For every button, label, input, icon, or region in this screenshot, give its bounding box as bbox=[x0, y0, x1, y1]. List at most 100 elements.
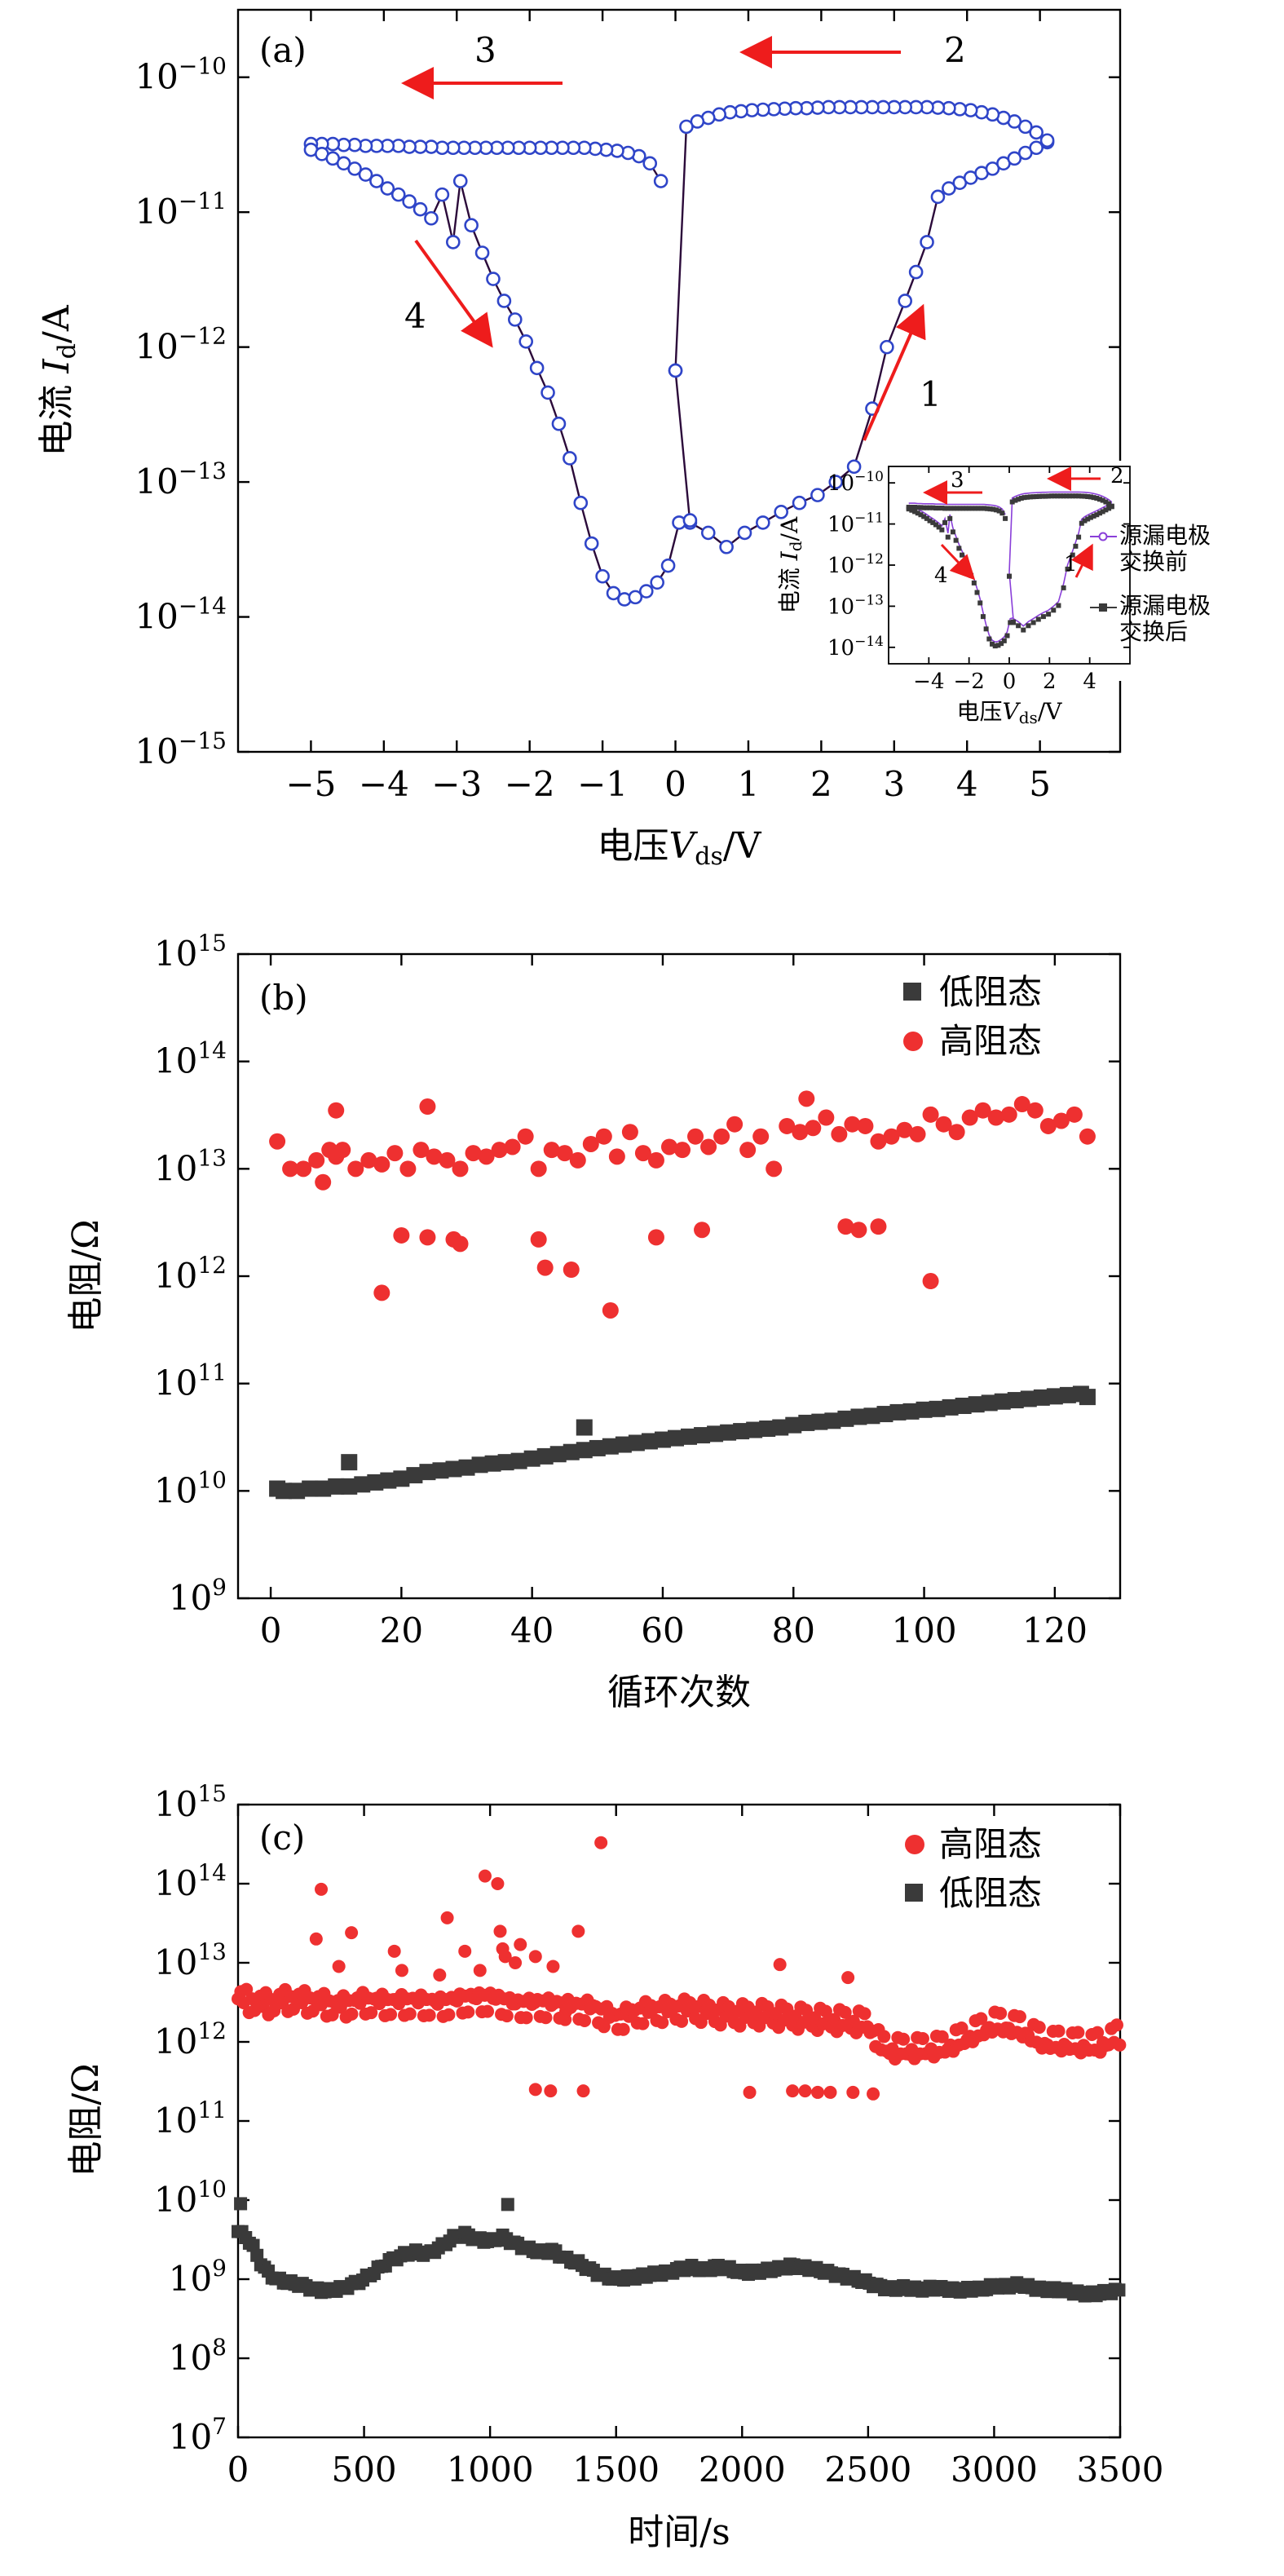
hrs-point bbox=[546, 1960, 560, 1973]
inset-point-after bbox=[982, 506, 987, 511]
y-tick-label: 1013 bbox=[154, 1938, 227, 1982]
inset-point-after bbox=[1055, 493, 1061, 499]
lrs-point bbox=[576, 1442, 593, 1459]
hrs-point bbox=[345, 1926, 359, 1940]
panel-a-y-axis-label-var: I bbox=[36, 358, 77, 374]
panel-b-y-axis-label: 电阻/Ω bbox=[65, 1219, 107, 1332]
y-tick-label-exponent: −13 bbox=[179, 457, 227, 484]
y-tick-label-base: 10 bbox=[135, 731, 178, 771]
y-tick-label: 1015 bbox=[154, 1780, 227, 1824]
hrs-point bbox=[539, 2011, 553, 2025]
lrs-point bbox=[1059, 1386, 1076, 1403]
panel-c-y-axis-label: 电阻/Ω bbox=[65, 2063, 107, 2176]
inset-line-before bbox=[1008, 491, 1113, 572]
hrs-point bbox=[1071, 2026, 1085, 2039]
hrs-point bbox=[655, 2016, 669, 2030]
inset-legend-swatch-after-marker bbox=[1099, 603, 1107, 612]
inset-point-after bbox=[915, 510, 920, 516]
hrs-point bbox=[935, 2030, 949, 2044]
y-tick-label-exponent: 8 bbox=[212, 2334, 227, 2361]
sweep-point-4 bbox=[380, 181, 395, 196]
inset-point-after bbox=[956, 546, 962, 551]
hrs-point bbox=[500, 2009, 514, 2023]
y-tick-label-base: 10 bbox=[827, 513, 854, 537]
y-tick-label-base: 10 bbox=[827, 636, 854, 661]
lrs-point bbox=[536, 1447, 554, 1465]
hrs-point bbox=[240, 1982, 254, 1996]
inset-arrow-4 bbox=[940, 543, 976, 581]
sweep-point-4 bbox=[638, 584, 654, 599]
inset-point-after bbox=[1082, 493, 1088, 499]
inset-point-after bbox=[966, 506, 972, 511]
x-tick-label: 40 bbox=[510, 1611, 554, 1650]
sweep-point-1 bbox=[930, 189, 946, 205]
hrs-point bbox=[974, 1102, 991, 1119]
y-tick-label: 1013 bbox=[154, 1144, 227, 1188]
panel-b-axis-ticks: 0 20 40 60 80 100 1201091010101110121013101410… bbox=[154, 930, 1120, 1650]
hrs-point bbox=[328, 1102, 345, 1119]
lrs-point bbox=[628, 1434, 645, 1451]
lrs-point bbox=[393, 1470, 410, 1487]
y-tick-label: 10−10 bbox=[827, 469, 884, 496]
hrs-point bbox=[636, 2017, 650, 2030]
inset-point-after bbox=[921, 505, 927, 510]
lrs-point bbox=[380, 1472, 397, 1489]
panel-a-label: (a) bbox=[259, 30, 307, 70]
y-tick-label: 1011 bbox=[154, 1359, 227, 1403]
inset-point-after bbox=[1057, 493, 1063, 499]
inset-point-after bbox=[1100, 497, 1105, 503]
inset-point-after bbox=[942, 506, 948, 511]
inset-point-after bbox=[933, 506, 938, 511]
hrs-point bbox=[846, 2085, 860, 2099]
hrs-point bbox=[473, 1964, 487, 1977]
inset-y-axis-label-prefix: 电流 bbox=[776, 560, 803, 613]
hrs-point bbox=[364, 2006, 378, 2020]
sweep-line-2 bbox=[674, 106, 1048, 371]
lrs-point bbox=[929, 1400, 946, 1417]
hrs-point bbox=[528, 2083, 542, 2097]
lrs-point bbox=[576, 1419, 593, 1436]
lrs-point bbox=[510, 1452, 527, 1469]
inset-point-after bbox=[1091, 495, 1096, 501]
hrs-point bbox=[334, 1142, 351, 1159]
lrs-point bbox=[497, 1454, 514, 1471]
inset-point-after bbox=[1082, 518, 1088, 524]
sweep-point-4 bbox=[529, 360, 545, 376]
y-tick-label-base: 10 bbox=[169, 2259, 212, 2299]
hrs-point bbox=[267, 2004, 281, 2017]
x-tick-label: −4 bbox=[913, 669, 944, 694]
hrs-point bbox=[514, 1938, 527, 1951]
y-tick-label-exponent: 10 bbox=[197, 1466, 227, 1493]
hrs-point bbox=[850, 1222, 867, 1239]
inset-point-after bbox=[1003, 515, 1008, 521]
inset-y-axis-label-unit: /A bbox=[776, 516, 803, 541]
hrs-point bbox=[384, 2008, 398, 2021]
lrs-point bbox=[246, 2238, 260, 2252]
hrs-point bbox=[713, 1128, 730, 1145]
lrs-point bbox=[850, 1408, 867, 1425]
hrs-point bbox=[373, 1284, 390, 1301]
inset-point-after bbox=[1076, 493, 1082, 499]
hrs-point bbox=[647, 1151, 664, 1169]
hrs-point bbox=[883, 1128, 900, 1145]
inset-point-after bbox=[1037, 493, 1042, 499]
hrs-point bbox=[419, 1098, 436, 1115]
lrs-point bbox=[432, 1462, 449, 1479]
panel-a-y-axis-label: 电流 Id/A bbox=[36, 304, 82, 456]
lrs-point bbox=[733, 1423, 750, 1440]
lrs-point bbox=[484, 1455, 501, 1472]
hrs-point bbox=[491, 1877, 505, 1890]
inset-point-after bbox=[950, 529, 955, 535]
inset-x-axis-label-var: V bbox=[1003, 698, 1021, 725]
inset-point-after bbox=[1061, 585, 1066, 590]
lrs-point bbox=[981, 1394, 998, 1412]
lrs-point bbox=[458, 1459, 475, 1476]
sweep-label-3: 3 bbox=[474, 30, 496, 70]
hrs-point bbox=[798, 1090, 815, 1107]
inset-point-after bbox=[930, 519, 936, 525]
hrs-point bbox=[844, 1116, 861, 1133]
y-tick-label-exponent: −11 bbox=[854, 510, 884, 527]
hrs-point bbox=[543, 1142, 560, 1159]
panel-b-legend-lrs-label: 低阻态 bbox=[939, 972, 1042, 1012]
y-tick-label-exponent: 12 bbox=[197, 1252, 227, 1279]
